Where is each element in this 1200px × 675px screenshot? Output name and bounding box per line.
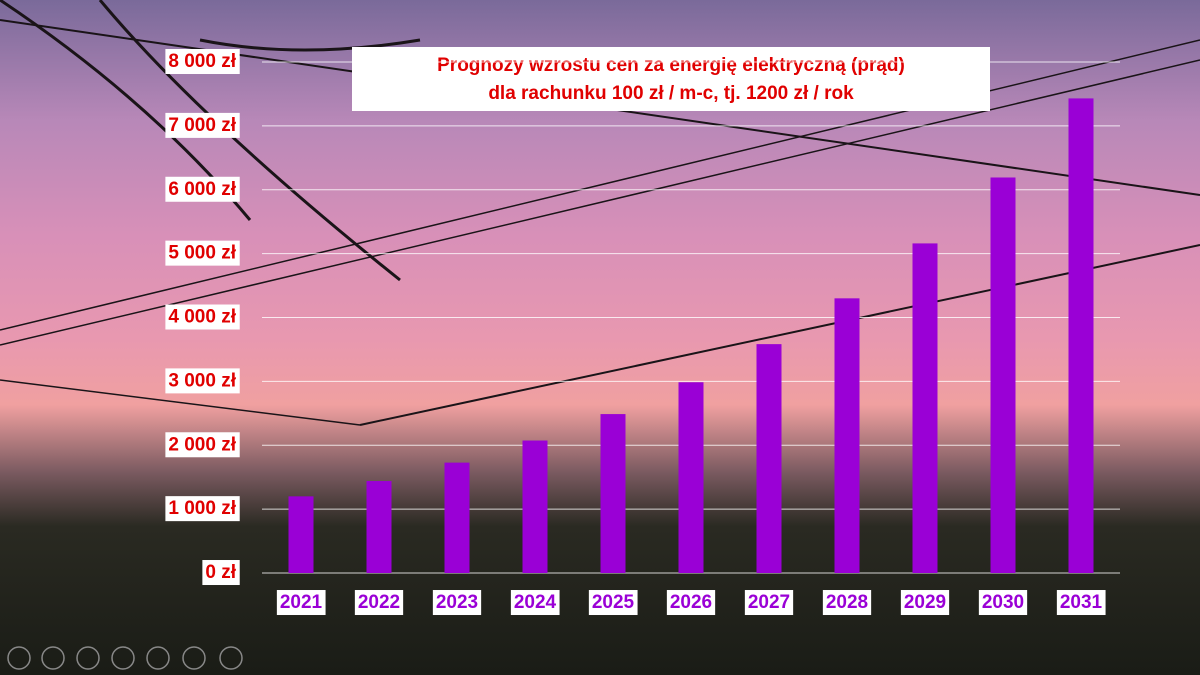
title-box (352, 47, 990, 111)
x-tick-label: 2023 (436, 592, 478, 613)
branches (0, 0, 421, 282)
label-box (165, 240, 240, 266)
chart-title: Prognozy wzrostu cen za energię elektryc… (437, 55, 905, 76)
x-tick-label: 2024 (514, 592, 557, 613)
x-tick-label: 2021 (280, 592, 323, 613)
label-box (354, 590, 404, 616)
label-box (510, 590, 560, 616)
bar (444, 462, 470, 573)
bar (1068, 98, 1094, 573)
y-tick-label: 0 zł (205, 562, 236, 583)
bar (756, 344, 782, 573)
y-tick-label: 5 000 zł (168, 243, 236, 264)
label-box (978, 590, 1028, 616)
label-box (165, 112, 240, 138)
y-tick-label: 1 000 zł (168, 498, 236, 519)
slideshow-controls (7, 646, 243, 670)
bar (912, 243, 938, 573)
slides-button[interactable] (111, 646, 135, 670)
bar (366, 481, 392, 573)
bar (678, 382, 704, 573)
bar (288, 496, 314, 573)
y-tick-label: 7 000 zł (168, 115, 236, 136)
label-box (744, 590, 794, 616)
power-line (0, 59, 1200, 346)
x-tick-label: 2027 (748, 592, 790, 613)
prev-button[interactable] (7, 646, 31, 670)
bar (990, 177, 1016, 573)
x-tick-label: 2022 (358, 592, 400, 613)
label-box (1056, 590, 1106, 616)
power-line (359, 244, 1200, 426)
label-box (276, 590, 326, 616)
zoom-button[interactable] (146, 646, 170, 670)
x-tick-label: 2030 (982, 592, 1024, 613)
label-box (202, 560, 240, 586)
x-tick-label: 2026 (670, 592, 712, 613)
bar (600, 414, 626, 573)
next-button[interactable] (41, 646, 65, 670)
pen-button[interactable] (76, 646, 100, 670)
x-tick-label: 2031 (1060, 592, 1103, 613)
label-box (165, 304, 240, 330)
power-line (0, 39, 1200, 331)
bar (522, 440, 548, 573)
bar (834, 298, 860, 573)
more-button[interactable] (219, 646, 243, 670)
y-tick-label: 6 000 zł (168, 179, 236, 200)
label-box (165, 368, 240, 394)
label-box (165, 432, 240, 458)
y-tick-label: 2 000 zł (168, 434, 236, 455)
y-tick-label: 3 000 zł (168, 370, 236, 391)
y-tick-label: 8 000 zł (168, 51, 236, 72)
chart-subtitle: dla rachunku 100 zł / m-c, tj. 1200 zł /… (488, 83, 854, 104)
label-box (666, 590, 716, 616)
subtitles-button[interactable] (182, 646, 206, 670)
label-box (432, 590, 482, 616)
label-box (588, 590, 638, 616)
y-tick-label: 4 000 zł (168, 307, 236, 328)
x-tick-label: 2029 (904, 592, 946, 613)
x-tick-label: 2025 (592, 592, 635, 613)
label-box (165, 496, 240, 522)
label-box (822, 590, 872, 616)
label-box (165, 49, 240, 75)
label-box (900, 590, 950, 616)
power-line (0, 379, 361, 426)
label-box (165, 176, 240, 202)
x-tick-label: 2028 (826, 592, 868, 613)
